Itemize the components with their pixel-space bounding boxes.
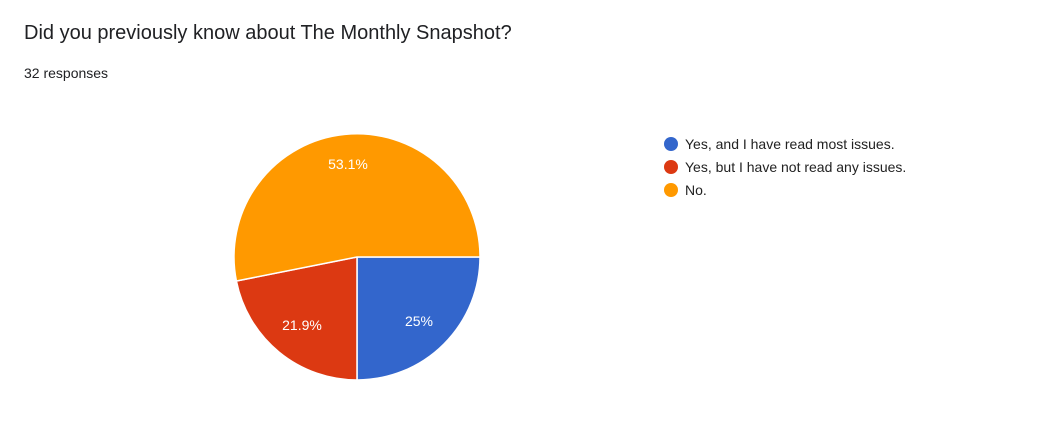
pie-slice-yes-not-read[interactable] [235, 256, 358, 381]
legend-item-yes-not-read[interactable]: Yes, but I have not read any issues. [664, 155, 906, 178]
slice-label-yes-not-read: 21.9% [282, 317, 322, 333]
legend-dot-icon [664, 136, 678, 151]
legend-dot-icon [664, 182, 678, 197]
slice-label-no: 53.1% [328, 156, 368, 172]
slice-label-yes-read: 25% [405, 313, 433, 329]
legend-dot-icon [664, 159, 678, 174]
legend-label: No. [685, 181, 707, 198]
pie-slice-no[interactable] [233, 133, 481, 282]
legend-label: Yes, and I have read most issues. [685, 135, 895, 152]
pie-slice-yes-read[interactable] [356, 256, 481, 381]
legend-item-no[interactable]: No. [664, 178, 906, 201]
legend-label: Yes, but I have not read any issues. [685, 158, 907, 175]
legend-item-yes-read[interactable]: Yes, and I have read most issues. [664, 132, 906, 155]
chart-title: Did you previously know about The Monthl… [24, 22, 512, 44]
response-count: 32 responses [24, 65, 109, 81]
chart-legend: Yes, and I have read most issues. Yes, b… [664, 132, 906, 201]
